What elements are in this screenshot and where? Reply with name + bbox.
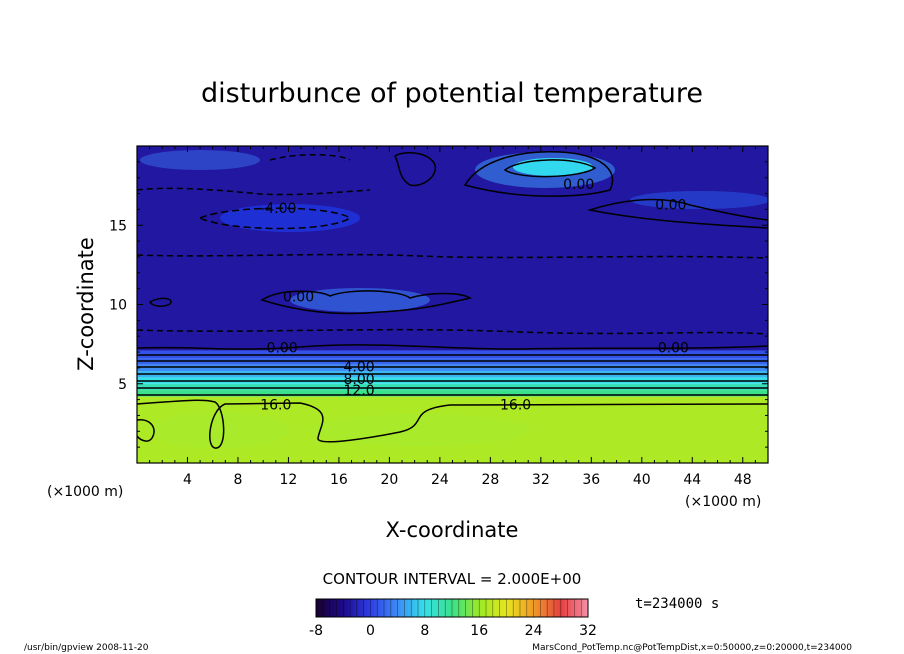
colorbar-divisions [322,599,582,617]
colorbar-tick-label: 0 [366,623,375,639]
x-unit-right: (×1000 m) [685,494,761,510]
x-axis-label: X-coordinate [386,518,519,542]
field-layer [137,146,768,351]
x-tick-label: 16 [330,472,348,488]
contour-interval: CONTOUR INTERVAL = 2.000E+00 [323,570,582,588]
contour-line [137,187,371,196]
contour-label: -4.00 [260,201,296,217]
colorbar-tick-label: 32 [579,623,597,639]
contour-line [137,328,768,335]
field-patch [150,412,290,448]
contour-line [149,297,172,307]
x-tick-label: 12 [280,472,298,488]
x-tick-label: 32 [532,472,550,488]
contour-line [137,419,155,442]
field-layer [137,383,768,391]
contour-label: 0.00 [267,340,298,356]
footer-left: /usr/bin/gpview 2008-11-20 [24,643,149,653]
colorbar-tick-label: 16 [470,623,488,639]
y-tick-label: 5 [118,377,127,393]
field-layer [137,364,768,372]
x-tick-label: 36 [582,472,600,488]
contour-label: 12.0 [344,383,375,399]
x-tick-label: 44 [683,472,701,488]
contour-line [260,290,472,315]
chart-title: disturbunce of potential temperature [201,78,703,109]
x-tick-label: 48 [734,472,752,488]
contour-line [137,399,768,449]
x-unit-left: (×1000 m) [47,484,123,500]
field-patch [140,150,260,170]
x-tick-label: 4 [183,472,192,488]
y-tick-label: 15 [109,218,127,234]
colorbar-ticks: -8 0 8 16 24 32 [309,623,597,639]
colorbar-tick-label: -8 [309,623,323,639]
colorbar-tick-label: 24 [525,623,543,639]
contour-line [137,253,768,259]
x-tick-label: 28 [481,472,499,488]
contour-label: 8.00 [344,372,375,388]
contour-label: 16.0 [500,397,531,413]
y-axis: 5 10 15 [109,161,768,448]
field-patch [630,191,768,209]
y-tick-label: 10 [109,298,127,314]
contour-label: 0.00 [655,198,686,214]
x-tick-label: 40 [633,472,651,488]
field-patch [513,158,593,176]
field-layer [137,390,768,397]
contour-lines [137,151,768,449]
contour-label: 0.00 [658,340,689,356]
time-label: t=234000 s [635,596,719,612]
contour-label: 0.00 [283,290,314,306]
contour-line [393,152,436,187]
x-tick-label: 24 [431,472,449,488]
x-tick-label: 20 [380,472,398,488]
contour-labels: 16.0 16.0 12.08.004.00 0.00 0.00 0.00 -4.00 0.0… [260,177,689,413]
contour-label: 0.00 [563,177,594,193]
contour-line [198,207,352,230]
x-axis: 4 8 12 16 20 24 28 32 36 40 44 48 [149,146,756,488]
footer-right: MarsCond_PotTemp.nc@PotTempDist,x=0:5000… [532,643,852,653]
colorbar-tick-label: 8 [420,623,429,639]
contour-line [463,151,614,197]
contour-line [503,159,597,178]
contour-line [587,198,768,229]
plot-area [137,146,768,463]
contour-label: 4.00 [344,359,375,375]
contour-label: 16.0 [260,397,291,413]
x-tick-label: 8 [233,472,242,488]
y-axis-label: Z-coordinate [74,237,98,371]
contour-line [137,344,768,350]
